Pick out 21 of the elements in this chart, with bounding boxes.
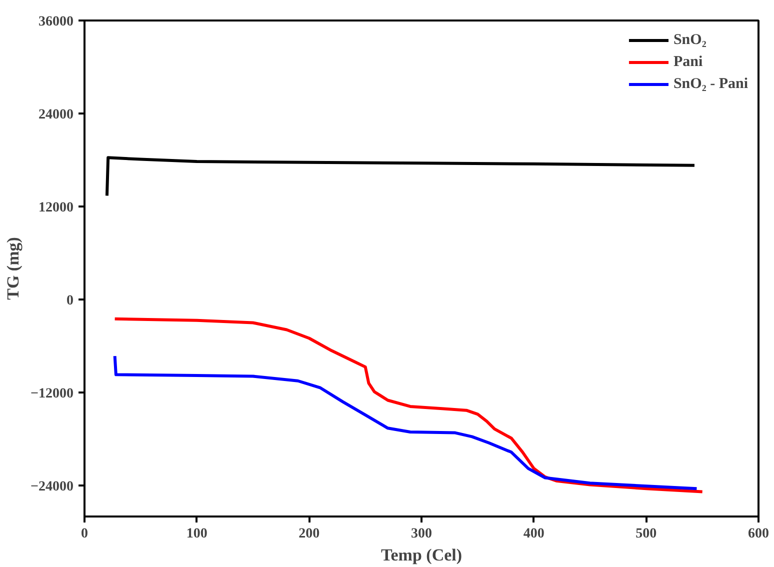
x-tick-label: 100	[186, 526, 208, 542]
legend-label: SnO₂ - Pani	[673, 76, 748, 92]
x-tick-label: 600	[748, 526, 769, 542]
y-tick-label: 24000	[38, 108, 74, 122]
line-series	[113, 354, 698, 490]
x-tick-label: 500	[636, 526, 657, 542]
line-series	[105, 156, 696, 198]
x-tick-label: 0	[81, 526, 88, 542]
y-axis-title: TG (mg)	[4, 237, 23, 300]
x-tick-label: 200	[298, 526, 320, 542]
legend-label: SnO₂	[673, 32, 706, 48]
y-tick-label: 36000	[38, 14, 74, 30]
y-tick-label: −24000	[30, 480, 74, 494]
y-tick-label: −12000	[30, 386, 74, 402]
x-axis-title: Temp (Cel)	[380, 546, 462, 564]
y-tick-label: 12000	[38, 200, 74, 216]
x-tick-label: 300	[411, 526, 432, 542]
legend-label: Pani	[673, 54, 703, 70]
y-tick-label: 0	[66, 294, 74, 308]
x-tick-label: 400	[523, 526, 544, 542]
line-series	[113, 317, 704, 494]
